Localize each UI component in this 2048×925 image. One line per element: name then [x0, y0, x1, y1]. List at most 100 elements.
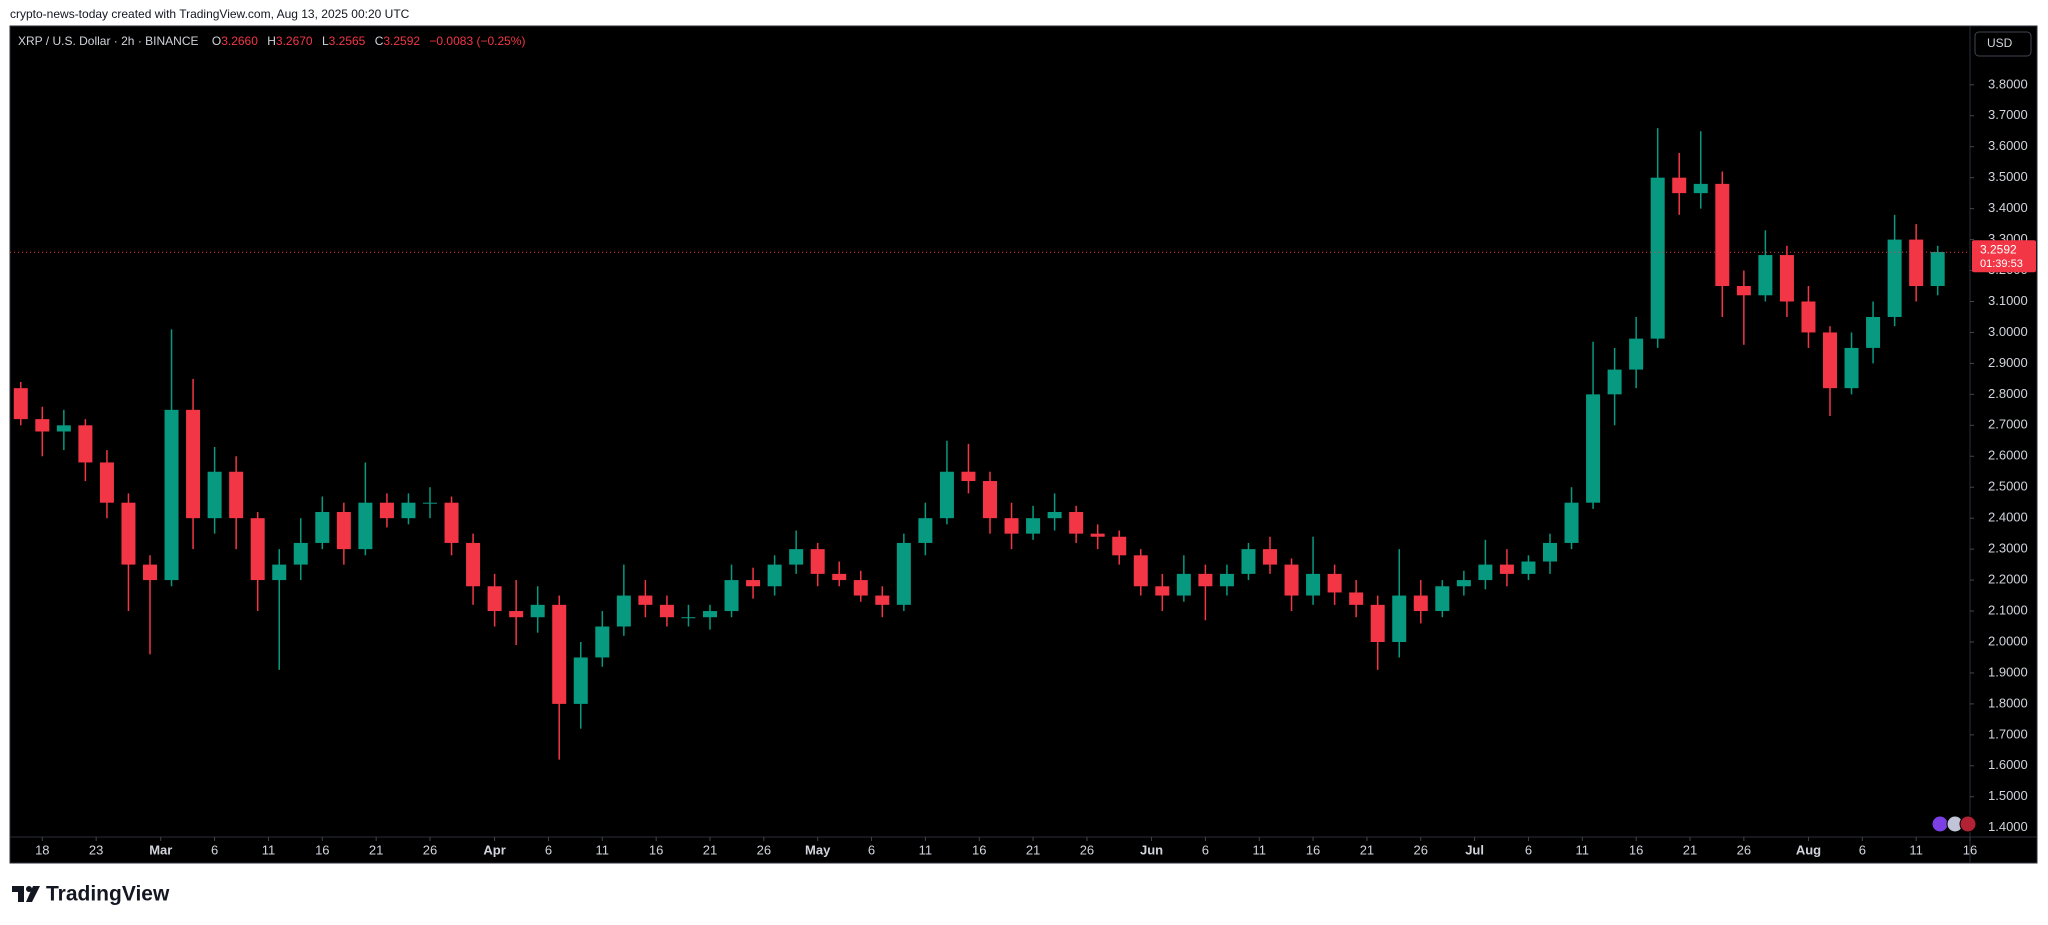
y-tick-label: 3.6000	[1988, 138, 2028, 153]
candle-body	[1392, 595, 1407, 642]
candle-body	[35, 419, 50, 432]
x-tick-label: 26	[1080, 842, 1094, 857]
candle-body	[638, 595, 653, 605]
candle-body	[444, 502, 459, 543]
candle-body	[358, 502, 373, 550]
x-tick-label: Jul	[1465, 842, 1484, 857]
x-tick-label: 6	[1202, 842, 1209, 857]
legend: XRP / U.S. Dollar · 2h · BINANCE O3.2660…	[18, 34, 525, 48]
candle-body	[1306, 573, 1321, 596]
candle-body	[401, 502, 416, 519]
y-tick-label: 2.1000	[1988, 602, 2028, 617]
y-tick-label: 1.9000	[1988, 664, 2028, 679]
candle-body	[1499, 564, 1514, 574]
y-tick-label: 3.8000	[1988, 76, 2028, 91]
open-value: 3.2660	[221, 34, 258, 48]
currency-button[interactable]	[1974, 31, 2032, 57]
x-tick-label: Jun	[1140, 842, 1163, 857]
candle-body	[1219, 573, 1234, 587]
y-tick-label: 1.6000	[1988, 757, 2028, 772]
countdown: 01:39:53	[1980, 258, 2023, 270]
candle-body	[724, 580, 739, 612]
event-icons	[1931, 815, 1977, 833]
x-tick-label: 11	[596, 842, 610, 857]
x-tick-label: 16	[1629, 842, 1643, 857]
candle-body	[1069, 511, 1084, 534]
candle-body	[229, 471, 244, 519]
x-tick-label: 18	[35, 842, 49, 857]
candle-body	[1693, 183, 1708, 194]
brand-logo	[12, 886, 40, 902]
candle-body	[1887, 239, 1902, 317]
symbol: XRP / U.S. Dollar · 2h · BINANCE	[18, 34, 199, 48]
last-price-box	[1972, 240, 2036, 273]
candle-body	[918, 518, 933, 543]
x-tick-label: Mar	[149, 842, 172, 857]
close-value: 3.2592	[383, 34, 420, 48]
y-tick-label: 3.1000	[1988, 293, 2028, 308]
candle-body	[1090, 533, 1105, 537]
candle-body	[1650, 177, 1665, 339]
low-label: L	[322, 34, 329, 48]
candle-body	[1327, 573, 1342, 593]
close-label: C	[375, 34, 384, 48]
candle-body	[810, 549, 825, 574]
x-tick-label: Apr	[483, 842, 505, 857]
x-tick-label: 26	[1737, 842, 1751, 857]
candle-body	[1176, 573, 1191, 596]
candle-body	[1370, 604, 1385, 642]
x-tick-label: 11	[919, 842, 933, 857]
open-label: O	[212, 34, 221, 48]
candle-body	[616, 595, 631, 627]
x-tick-label: 11	[262, 842, 276, 857]
candle-body	[1047, 511, 1062, 519]
candle-body	[1284, 564, 1299, 596]
y-tick-label: 3.5000	[1988, 169, 2028, 184]
candle-body	[1930, 251, 1945, 287]
candle-body	[1758, 255, 1773, 296]
candle-body	[961, 471, 976, 482]
x-tick-label: 6	[1525, 842, 1532, 857]
candle-body	[681, 617, 696, 619]
x-tick-label: 11	[1576, 842, 1590, 857]
candle-body	[853, 580, 868, 596]
candle-body	[939, 471, 954, 519]
x-tick-label: 21	[1683, 842, 1697, 857]
candle-body	[1456, 580, 1471, 587]
y-tick-label: 2.9000	[1988, 355, 2028, 370]
candle-body	[1478, 564, 1493, 581]
candle-body	[1586, 394, 1601, 503]
candle-body	[875, 595, 890, 605]
candle-body	[530, 604, 545, 618]
candle-body	[767, 564, 782, 587]
y-tick-label: 2.6000	[1988, 448, 2028, 463]
low-value: 3.2565	[329, 34, 366, 48]
candle-body	[293, 542, 308, 565]
candle-body	[896, 542, 911, 605]
x-tick-label: 6	[545, 842, 552, 857]
x-tick-label: 23	[89, 842, 103, 857]
candle-body	[466, 542, 481, 587]
plot: 1.4000 1.5000 1.6000 1.7000 1.8000 1.9000 2.00…	[10, 76, 2028, 857]
y-tick-label: 3.0000	[1988, 324, 2028, 339]
y-tick-label: 2.0000	[1988, 633, 2028, 648]
y-tick-label: 1.5000	[1988, 788, 2028, 803]
attribution: crypto-news-today created with TradingVi…	[10, 7, 410, 21]
candle-body	[143, 564, 157, 581]
candle-body	[315, 511, 330, 543]
candle-body	[78, 425, 93, 463]
candle-body	[56, 425, 71, 432]
candle-body	[1607, 369, 1622, 395]
x-tick-label: 6	[1859, 842, 1866, 857]
y-tick-label: 3.4000	[1988, 200, 2028, 215]
y-tick-label: 3.7000	[1988, 107, 2028, 122]
candle-body	[573, 657, 588, 704]
candle-body	[121, 502, 136, 565]
candle-body	[1801, 301, 1816, 333]
candle-body	[1521, 561, 1536, 574]
candle-body	[983, 481, 997, 519]
candle-body	[1435, 586, 1450, 612]
candle-body	[1736, 286, 1751, 296]
candle-body	[379, 502, 394, 519]
